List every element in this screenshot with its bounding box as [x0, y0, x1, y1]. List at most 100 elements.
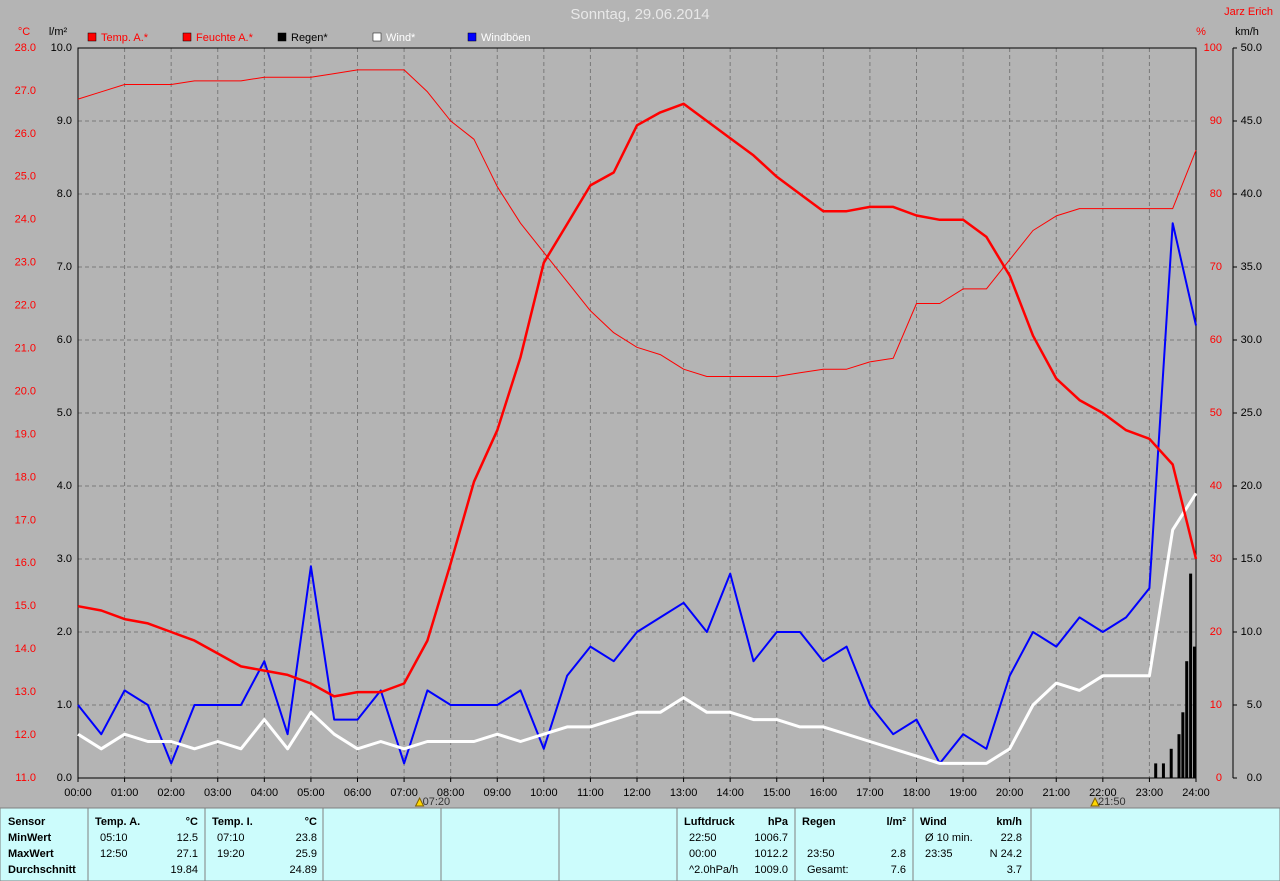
- y-tick-label: 13.0: [15, 686, 36, 698]
- table-cell: 23:35: [925, 848, 953, 860]
- table-cell: 22:50: [689, 832, 717, 844]
- x-tick-label: 23:00: [1136, 787, 1164, 799]
- table-cell: Gesamt:: [807, 864, 849, 876]
- legend-swatch: [182, 32, 192, 42]
- y-tick-label: 35.0: [1241, 261, 1262, 273]
- chart-title: Sonntag, 29.06.2014: [570, 6, 709, 23]
- table-header: Temp. A.: [95, 816, 140, 828]
- y-tick-label: 6.0: [57, 334, 72, 346]
- table-header: °C: [305, 816, 317, 828]
- author: Jarz Erich: [1224, 6, 1273, 18]
- row-label: MaxWert: [8, 848, 54, 860]
- y-tick-label: 50: [1210, 407, 1222, 419]
- y-tick-label: 27.0: [15, 85, 36, 97]
- rain-bar: [1181, 712, 1185, 778]
- x-tick-label: 12:00: [623, 787, 651, 799]
- x-tick-label: 13:00: [670, 787, 698, 799]
- table-header: Regen: [802, 816, 836, 828]
- y-tick-label: 28.0: [15, 42, 36, 54]
- table-cell: 27.1: [177, 848, 198, 860]
- y-tick-label: 3.0: [57, 553, 72, 565]
- y-tick-label: 21.0: [15, 342, 36, 354]
- table-cell: 00:00: [689, 848, 717, 860]
- table-header: Temp. I.: [212, 816, 253, 828]
- table-cell: 12:50: [100, 848, 128, 860]
- y-tick-label: 5.0: [1247, 699, 1262, 711]
- x-tick-label: 17:00: [856, 787, 884, 799]
- y-tick-label: 25.0: [15, 171, 36, 183]
- x-tick-label: 02:00: [157, 787, 185, 799]
- x-tick-label: 10:00: [530, 787, 558, 799]
- y-tick-label: 14.0: [15, 643, 36, 655]
- table-header: Sensor: [8, 816, 46, 828]
- table-cell: 19.84: [170, 864, 198, 876]
- series-line: [77, 69, 1197, 377]
- y-tick-label: 4.0: [57, 480, 72, 492]
- x-tick-label: 14:00: [716, 787, 744, 799]
- y-tick-label: 0: [1216, 772, 1222, 784]
- y-tick-label: 1.0: [57, 699, 72, 711]
- x-tick-label: 00:00: [64, 787, 92, 799]
- y-tick-label: 17.0: [15, 514, 36, 526]
- x-tick-label: 11:00: [577, 787, 604, 799]
- annotation-label: 21:50: [1098, 796, 1126, 808]
- y-tick-label: 2.0: [57, 626, 72, 638]
- x-tick-label: 06:00: [344, 787, 372, 799]
- table-header: km/h: [996, 816, 1022, 828]
- y-tick-label: 16.0: [15, 557, 36, 569]
- y-tick-label: 15.0: [1241, 553, 1262, 565]
- y-tick-label: 12.0: [15, 729, 36, 741]
- legend-swatch: [87, 32, 97, 42]
- table-cell: Ø 10 min.: [925, 832, 973, 844]
- y-tick-label: 5.0: [57, 407, 72, 419]
- rain-bar: [1193, 646, 1196, 778]
- table-header: °C: [186, 816, 198, 828]
- unit-wind: km/h: [1235, 26, 1259, 38]
- y-tick-label: 90: [1210, 115, 1222, 127]
- table-cell: 7.6: [891, 864, 906, 876]
- x-tick-label: 08:00: [437, 787, 465, 799]
- y-tick-label: 10.0: [51, 42, 72, 54]
- rain-bar: [1189, 573, 1193, 778]
- table-cell: N 24.2: [990, 848, 1022, 860]
- legend-swatch: [372, 32, 382, 42]
- y-tick-label: 40.0: [1241, 188, 1262, 200]
- legend-label: Regen*: [291, 32, 328, 44]
- unit-humidity: %: [1196, 26, 1206, 38]
- x-tick-label: 24:00: [1182, 787, 1210, 799]
- table-cell: 1009.0: [754, 864, 788, 876]
- table-cell: 05:10: [100, 832, 128, 844]
- y-tick-label: 15.0: [15, 600, 36, 612]
- y-tick-label: 60: [1210, 334, 1222, 346]
- y-tick-label: 9.0: [57, 115, 72, 127]
- y-tick-label: 23.0: [15, 257, 36, 269]
- x-tick-label: 19:00: [949, 787, 977, 799]
- x-tick-label: 16:00: [810, 787, 838, 799]
- series-line: [77, 222, 1197, 765]
- unit-rain: l/m²: [49, 26, 68, 38]
- table-cell: 1006.7: [754, 832, 788, 844]
- y-tick-label: 24.0: [15, 214, 36, 226]
- row-label: MinWert: [8, 832, 52, 844]
- y-tick-label: 0.0: [57, 772, 72, 784]
- x-tick-label: 04:00: [251, 787, 279, 799]
- y-tick-label: 7.0: [57, 261, 72, 273]
- x-tick-label: 18:00: [903, 787, 931, 799]
- x-tick-label: 20:00: [996, 787, 1024, 799]
- x-tick-label: 15:00: [763, 787, 791, 799]
- table-cell: 22.8: [1001, 832, 1022, 844]
- y-tick-label: 45.0: [1241, 115, 1262, 127]
- rain-bar: [1154, 763, 1158, 778]
- y-tick-label: 0.0: [1247, 772, 1262, 784]
- y-tick-label: 40: [1210, 480, 1222, 492]
- y-tick-label: 22.0: [15, 300, 36, 312]
- rain-bar: [1161, 763, 1165, 778]
- y-tick-label: 30.0: [1241, 334, 1262, 346]
- y-tick-label: 20.0: [1241, 480, 1262, 492]
- table-header: Luftdruck: [684, 816, 736, 828]
- y-tick-label: 26.0: [15, 128, 36, 140]
- table-cell: 19:20: [217, 848, 245, 860]
- y-tick-label: 30: [1210, 553, 1222, 565]
